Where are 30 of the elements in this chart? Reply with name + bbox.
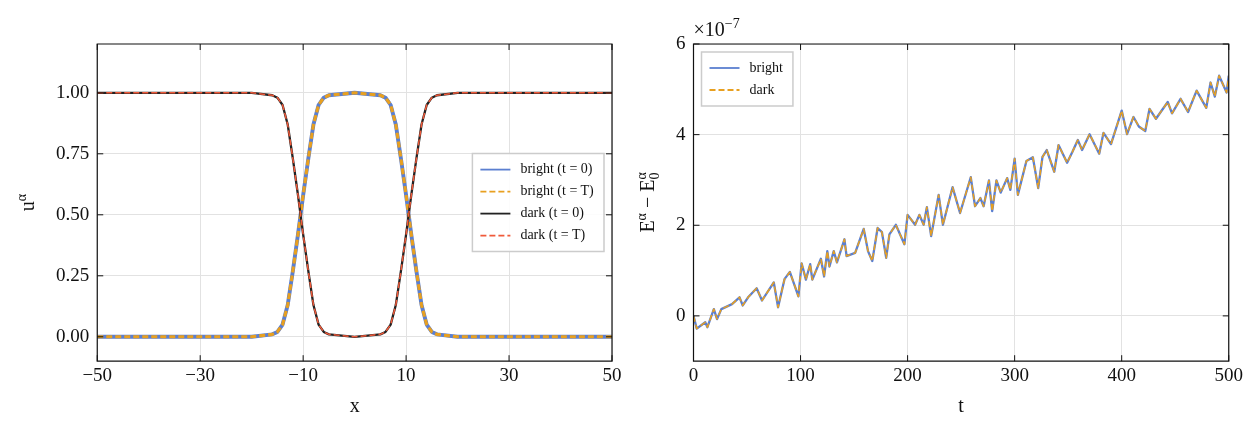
y-axis-title: uα [14,193,38,212]
legend-label: bright (t = T) [520,183,595,200]
y-tick-label: 0 [676,303,686,325]
legend-label: dark (t = 0) [520,205,585,222]
legend-label: bright (t = 0) [520,161,593,178]
y-tick-label: 0.25 [56,263,90,285]
legend-label: dark [749,81,775,97]
y-tick-label: 0.50 [56,202,90,224]
x-tick-label: 300 [1000,363,1029,385]
x-tick-label: 200 [893,363,922,385]
x-tick-label: 400 [1107,363,1136,385]
x-tick-label: −30 [185,363,216,385]
y-tick-label: 1.00 [56,80,90,102]
y-tick-label: 4 [676,122,686,144]
x-axis-title: t [958,394,965,416]
x-tick-label: 50 [602,363,622,385]
x-tick-label: 500 [1214,363,1243,385]
x-tick-label: 30 [499,363,519,385]
x-tick-label: 100 [786,363,815,385]
legend-label: dark (t = T) [520,227,586,244]
y-tick-label: 2 [676,213,686,235]
x-tick-label: −10 [288,363,319,385]
y-tick-label: 0.00 [56,324,90,346]
x-tick-label: −50 [82,363,113,385]
x-axis-title: x [349,394,360,416]
x-tick-label: 10 [396,363,416,385]
y-tick-label: 6 [676,31,686,53]
legend-label: bright [749,59,784,75]
y-axis-title: Eα − E0α [634,171,662,233]
y-tick-label: 0.75 [56,141,90,163]
